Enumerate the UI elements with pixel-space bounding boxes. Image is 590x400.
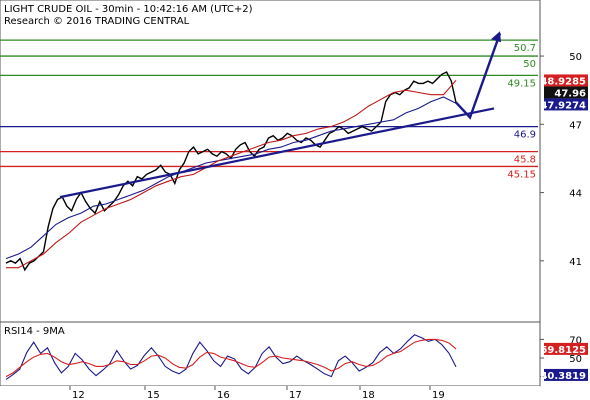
price-tick-label-0: 41 [569, 257, 582, 268]
rsi-tag-bg-0 [544, 342, 588, 355]
price-tick-label-1: 44 [569, 189, 582, 200]
rsi-tick-label-1: 50 [569, 354, 582, 365]
moving-average-line [5, 96, 457, 260]
level-label-2: 49.15 [507, 78, 536, 89]
x-axis-strip [0, 386, 540, 400]
price-tag-label-0: 48.9285 [540, 76, 586, 87]
price-panel [0, 0, 541, 323]
level-label-1: 50 [523, 59, 536, 70]
time-axis: 12 15 16 17 18 19 [69, 386, 445, 400]
rsi-tag-label-0: 59.8125 [540, 345, 586, 356]
projection-arrowhead [491, 31, 501, 43]
rsi-tick-label-2: 70 [569, 335, 582, 346]
price-tick-label-2: 47 [569, 120, 582, 131]
price-tag-label-2: 47.9274 [540, 100, 586, 111]
price-tag-bg-1 [544, 86, 588, 99]
rsi-line [5, 334, 457, 380]
indicator-title: RSI14 - 9MA [4, 326, 65, 337]
rsi-tag-bg-1 [544, 368, 588, 381]
price-axis: 41 44 47 50 [540, 52, 582, 268]
price-tag-label-1: 47.96 [554, 88, 586, 99]
price-tick-label-3: 50 [569, 52, 582, 63]
time-tick-label-4: 18 [362, 390, 375, 400]
support-trendline [59, 107, 495, 199]
rsi-ma-line [5, 338, 457, 378]
price-tag-bg-2 [544, 98, 588, 111]
band-line [6, 80, 457, 269]
rsi-tag-label-1: 40.3819 [540, 371, 586, 382]
level-label-3: 46.9 [514, 130, 536, 141]
level-label-4: 45.8 [514, 155, 536, 166]
time-tick-label-1: 15 [147, 390, 160, 400]
time-tick-label-2: 16 [217, 390, 230, 400]
chart-subtitle: Research © 2016 TRADING CENTRAL [4, 16, 190, 27]
level-label-0: 50.7 [514, 43, 536, 54]
level-label-5: 45.15 [507, 169, 536, 180]
time-tick-label-3: 17 [289, 390, 302, 400]
chart-title: LIGHT CRUDE OIL - 30min - 10:42:16 AM (U… [4, 4, 253, 15]
trendline [59, 31, 502, 199]
price-tag-bg-0 [544, 74, 588, 87]
time-tick-label-0: 12 [72, 390, 85, 400]
indicator-panel [0, 321, 541, 387]
projection-arrow [455, 32, 502, 120]
time-tick-label-5: 19 [432, 390, 445, 400]
